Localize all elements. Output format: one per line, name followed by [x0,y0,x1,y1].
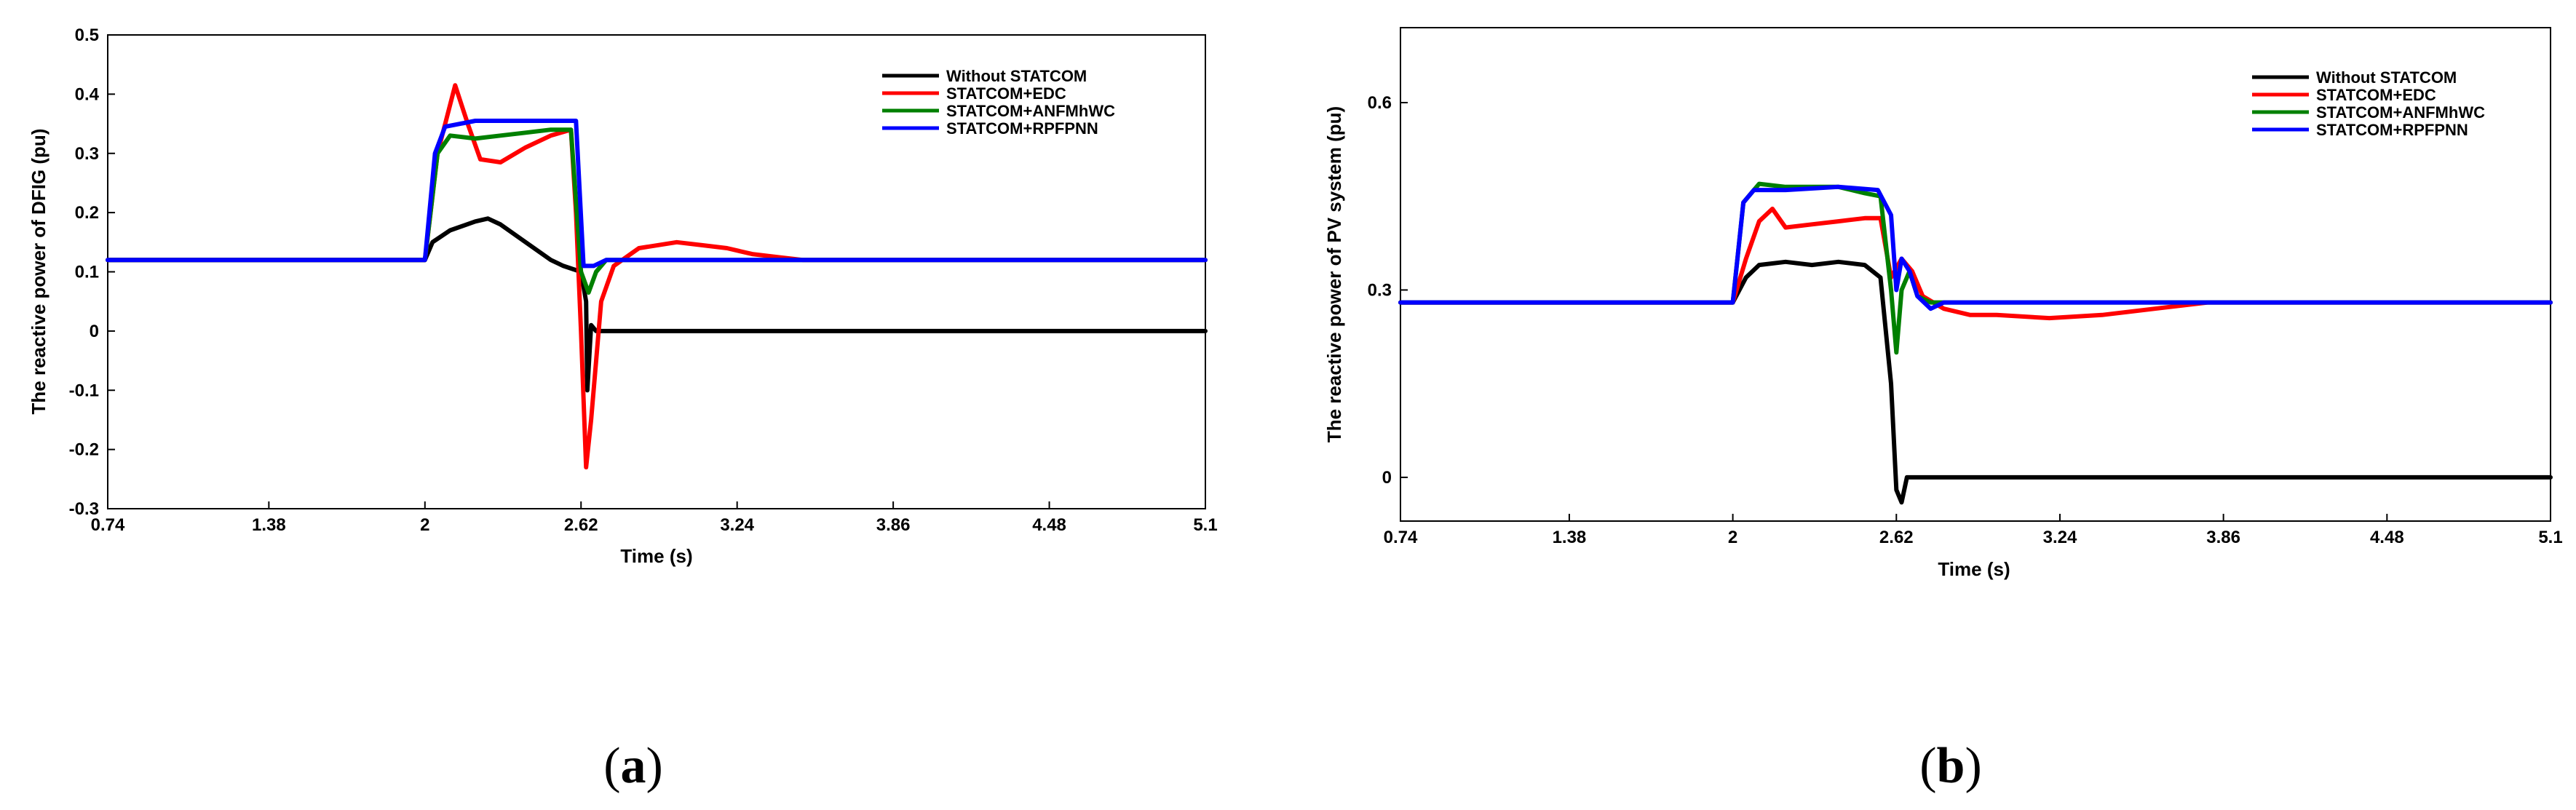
chart-b: 0.74 1.38 2 2.62 3.24 3.86 4.48 5.1 0 0.3 0.6 Tim… [1323,27,2563,794]
x-axis-label-a: Time (s) [620,545,692,567]
legend-entry: STATCOM+ANFMhWC [2316,103,2485,122]
x-tick-label: 4.48 [1032,515,1066,535]
x-tick-label: 3.24 [2043,528,2077,547]
series-line-2 [1398,181,2553,355]
panel-label-a: (a) [603,738,663,794]
y-tick-label: 0.3 [75,144,99,164]
legend-a: Without STATCOMSTATCOM+EDCSTATCOM+ANFMhW… [882,67,1115,138]
x-ticks-a: 0.74 1.38 2 2.62 3.24 3.86 4.48 5.1 [91,501,1218,535]
panel-label-b: (b) [1919,738,1982,794]
x-tick-label: 3.86 [2206,528,2240,547]
x-tick-label: 0.74 [91,515,125,535]
series-line-2 [106,127,1208,295]
x-tick-label: 4.48 [2370,528,2404,547]
y-tick-label: 0.2 [75,203,99,223]
y-tick-label: 0 [90,322,99,341]
x-tick-label: 2 [420,515,429,535]
x-axis-label-b: Time (s) [1938,558,2010,580]
y-tick-label: -0.2 [69,440,99,460]
y-tick-label: -0.1 [69,381,99,400]
y-ticks-b: 0 0.3 0.6 [1368,93,1408,488]
y-tick-label: -0.3 [69,499,99,519]
y-tick-label: 0.1 [75,263,99,282]
y-tick-label: 0.6 [1368,93,1392,113]
x-tick-label: 3.86 [876,515,911,535]
legend-b: Without STATCOMSTATCOM+EDCSTATCOM+ANFMhW… [2252,68,2485,139]
y-axis-label-b: The reactive power of PV system (pu) [1323,106,1345,442]
y-tick-label: 0.5 [75,25,99,45]
plot-frame-b [1400,27,2551,522]
x-tick-label: 2 [1728,528,1737,547]
y-tick-label: 0 [1382,468,1392,488]
x-tick-label: 2.62 [1879,528,1914,547]
x-tick-label: 1.38 [1553,528,1587,547]
legend-entry: STATCOM+RPFPNN [946,119,1098,138]
x-tick-label: 0.74 [1384,528,1418,547]
x-tick-label: 2.62 [564,515,598,535]
x-tick-label: 5.1 [1193,515,1217,535]
y-ticks-a: -0.3 -0.2 -0.1 0 0.1 0.2 0.3 0.4 0.5 [69,25,115,519]
chart-a: 0.74 1.38 2 2.62 3.24 3.86 4.48 5.1 -0.3-0.2-0.… [28,25,1218,794]
y-tick-label: 0.3 [1368,280,1392,300]
series-line-0 [1398,259,2553,505]
legend-entry: STATCOM+EDC [946,84,1066,103]
y-tick-label: 0.4 [75,84,100,104]
legend-entry: Without STATCOM [2316,68,2457,87]
x-tick-label: 3.24 [720,515,754,535]
x-ticks-b: 0.74 1.38 2 2.62 3.24 3.86 4.48 5.1 [1384,514,2563,547]
series-line-1 [106,83,1208,469]
series-line-3 [1398,184,2553,311]
x-tick-label: 1.38 [252,515,286,535]
legend-entry: STATCOM+RPFPNN [2316,121,2468,139]
x-tick-label: 5.1 [2538,528,2562,547]
series-lines-a [106,83,1208,469]
series-line-0 [106,216,1208,393]
y-axis-label-a: The reactive power of DFIG (pu) [28,129,49,415]
series-lines-b [1398,181,2553,505]
legend-entry: Without STATCOM [946,67,1087,85]
legend-entry: STATCOM+ANFMhWC [946,102,1115,120]
legend-entry: STATCOM+EDC [2316,86,2436,104]
series-line-3 [106,119,1208,269]
